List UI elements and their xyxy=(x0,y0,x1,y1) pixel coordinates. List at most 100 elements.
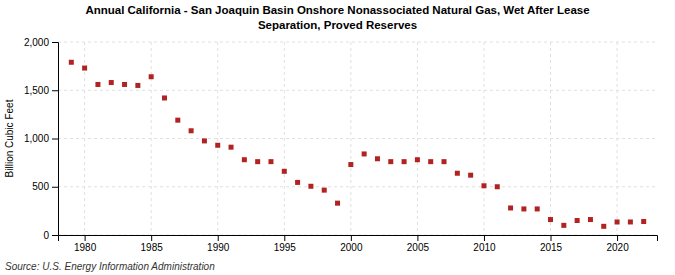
tick-mark xyxy=(52,139,58,140)
point xyxy=(82,66,87,71)
point xyxy=(362,151,367,156)
y-axis: 0 500 1,000 1,500 2,000 xyxy=(24,37,59,241)
tick-label: 2010 xyxy=(473,242,496,253)
grid-line xyxy=(217,42,218,235)
tick-mark xyxy=(617,235,618,241)
x-axis: 1980 1985 1990 1995 2000 2005 2010 2015 2020 xyxy=(59,235,658,253)
point xyxy=(535,206,540,211)
tick: 2000 xyxy=(340,235,363,253)
point xyxy=(468,173,473,178)
grid-line xyxy=(58,42,657,43)
tick: 1990 xyxy=(207,235,230,253)
grid-line xyxy=(58,90,657,91)
tick: 1,500 xyxy=(24,85,58,96)
point xyxy=(149,74,154,79)
point xyxy=(95,82,100,87)
tick-mark xyxy=(52,187,58,188)
point xyxy=(322,188,327,193)
grid-line xyxy=(350,42,351,235)
point xyxy=(69,60,74,65)
tick-label: 2015 xyxy=(540,242,563,253)
point xyxy=(628,219,633,224)
point xyxy=(109,80,114,85)
tick-mark xyxy=(52,42,58,43)
tick: 1980 xyxy=(74,235,97,253)
point xyxy=(601,224,606,229)
point xyxy=(588,217,593,222)
tick-label: 2000 xyxy=(340,242,363,253)
point xyxy=(189,128,194,133)
grid-line xyxy=(284,42,285,235)
point xyxy=(348,162,353,167)
tick-mark xyxy=(484,235,485,241)
grid-line xyxy=(417,42,418,235)
point xyxy=(415,157,420,162)
tick-label: 1985 xyxy=(141,242,164,253)
point xyxy=(615,219,620,224)
point xyxy=(268,159,273,164)
tick-mark xyxy=(85,235,86,241)
tick-mark xyxy=(52,90,58,91)
tick-mark xyxy=(417,235,418,241)
tick-label: 1990 xyxy=(207,242,230,253)
point xyxy=(295,180,300,185)
tick-label: 0 xyxy=(43,230,49,241)
point xyxy=(175,118,180,123)
tick-mark xyxy=(351,235,352,241)
tick: 2010 xyxy=(473,235,496,253)
tick: 2005 xyxy=(407,235,430,253)
point xyxy=(335,201,340,206)
chart: 1980 1985 1990 1995 2000 2005 2010 2015 2020 0 500… xyxy=(0,0,675,275)
source-note: Source: U.S. Energy Information Administ… xyxy=(5,261,215,272)
grid-line xyxy=(58,186,657,187)
tick-label: 500 xyxy=(32,181,49,192)
point xyxy=(481,183,486,188)
tick-label: 2005 xyxy=(407,242,430,253)
tick-mark xyxy=(151,235,152,241)
tick: 1995 xyxy=(274,235,297,253)
tick-label: 1,000 xyxy=(24,133,49,144)
point xyxy=(508,205,513,210)
point xyxy=(202,138,207,143)
tick: 2,000 xyxy=(24,37,58,48)
marks xyxy=(69,60,646,229)
point xyxy=(495,184,500,189)
axis-line xyxy=(59,236,658,242)
tick-mark xyxy=(551,235,552,241)
grid-line xyxy=(58,138,657,139)
point xyxy=(521,206,526,211)
grid xyxy=(58,42,657,235)
tick-mark xyxy=(284,235,285,241)
point xyxy=(561,223,566,228)
point xyxy=(282,169,287,174)
tick-label: 1,500 xyxy=(24,85,49,96)
tick-label: 1980 xyxy=(74,242,97,253)
tick-mark xyxy=(52,235,58,236)
tick: 2020 xyxy=(606,235,629,253)
point xyxy=(548,217,553,222)
tick: 500 xyxy=(32,181,58,192)
title: Annual California - San Joaquin Basin On… xyxy=(85,4,589,31)
point xyxy=(162,95,167,100)
axis-line xyxy=(52,43,59,236)
point xyxy=(122,82,127,87)
point xyxy=(575,218,580,223)
point xyxy=(255,159,260,164)
tick: 0 xyxy=(43,230,58,241)
tick: 1,000 xyxy=(24,133,58,144)
point xyxy=(229,145,234,150)
point xyxy=(442,159,447,164)
point xyxy=(308,184,313,189)
point xyxy=(455,171,460,176)
y-axis-title: Billion Cubic Feet xyxy=(4,99,15,177)
tick-mark xyxy=(218,235,219,241)
point xyxy=(641,219,646,224)
point xyxy=(428,159,433,164)
point xyxy=(242,157,247,162)
point xyxy=(402,159,407,164)
tick-label: 1995 xyxy=(274,242,297,253)
point xyxy=(135,83,140,88)
point xyxy=(215,143,220,148)
point xyxy=(388,159,393,164)
plot-area: 1980 1985 1990 1995 2000 2005 2010 2015 2020 0 500… xyxy=(24,37,658,253)
